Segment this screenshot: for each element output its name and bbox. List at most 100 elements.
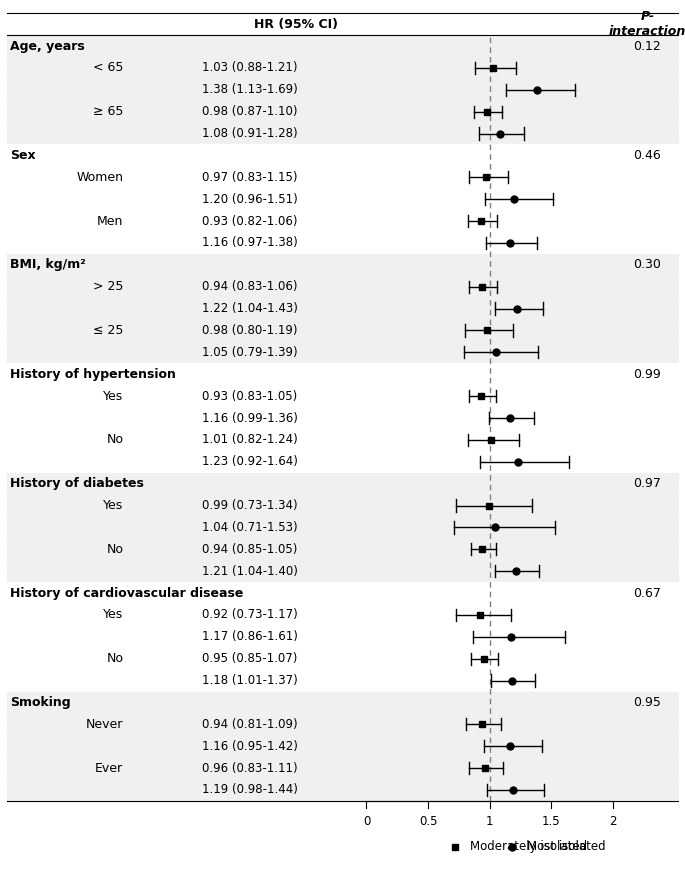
Text: No: No <box>106 543 123 556</box>
Bar <box>7 57 678 79</box>
Text: 1.23 (0.92-1.64): 1.23 (0.92-1.64) <box>202 455 298 468</box>
Text: Yes: Yes <box>103 608 123 621</box>
Text: ≥ 65: ≥ 65 <box>93 106 123 118</box>
Bar <box>7 363 678 385</box>
Text: 0.94 (0.81-1.09): 0.94 (0.81-1.09) <box>202 718 298 730</box>
Bar <box>7 670 678 692</box>
Text: 0.99: 0.99 <box>634 368 661 381</box>
Text: Men: Men <box>97 215 123 228</box>
Bar <box>7 757 678 779</box>
Bar <box>7 297 678 319</box>
Text: 1.5: 1.5 <box>542 815 561 828</box>
Text: 0.12: 0.12 <box>634 40 661 53</box>
Bar <box>7 736 678 757</box>
Bar <box>7 495 678 517</box>
Text: BMI, kg/m²: BMI, kg/m² <box>10 259 86 271</box>
Text: 0.94 (0.85-1.05): 0.94 (0.85-1.05) <box>202 543 297 556</box>
Bar <box>7 341 678 363</box>
Text: 0.97 (0.83-1.15): 0.97 (0.83-1.15) <box>202 171 297 184</box>
Text: 1.16 (0.95-1.42): 1.16 (0.95-1.42) <box>202 740 298 752</box>
Text: 0.5: 0.5 <box>419 815 438 828</box>
Text: No: No <box>106 433 123 446</box>
Bar <box>7 254 678 275</box>
Text: Never: Never <box>86 718 123 730</box>
Bar <box>7 692 678 714</box>
Text: 0.94 (0.83-1.06): 0.94 (0.83-1.06) <box>202 280 297 293</box>
Text: Age, years: Age, years <box>10 40 85 53</box>
Text: 0.93 (0.83-1.05): 0.93 (0.83-1.05) <box>202 390 297 403</box>
Bar <box>7 144 678 166</box>
Bar <box>7 35 678 57</box>
Bar <box>7 451 678 473</box>
Text: 0.67: 0.67 <box>634 587 661 599</box>
Text: 1.19 (0.98-1.44): 1.19 (0.98-1.44) <box>202 783 298 796</box>
Text: 0.98 (0.87-1.10): 0.98 (0.87-1.10) <box>202 106 297 118</box>
Text: 0.99 (0.73-1.34): 0.99 (0.73-1.34) <box>202 499 298 512</box>
Text: 1.04 (0.71-1.53): 1.04 (0.71-1.53) <box>202 521 298 534</box>
Text: 0.92 (0.73-1.17): 0.92 (0.73-1.17) <box>202 608 298 621</box>
Bar <box>7 385 678 407</box>
Text: 0.95: 0.95 <box>634 696 661 709</box>
Text: P-
interaction: P- interaction <box>609 11 685 38</box>
Bar <box>7 429 678 451</box>
Bar <box>7 319 678 341</box>
Bar <box>7 407 678 429</box>
Bar <box>7 779 678 801</box>
Bar <box>7 188 678 210</box>
Text: 0.97: 0.97 <box>634 477 661 490</box>
Text: > 25: > 25 <box>93 280 123 293</box>
Bar <box>7 648 678 670</box>
Text: 1.17 (0.86-1.61): 1.17 (0.86-1.61) <box>202 630 298 643</box>
Bar <box>7 539 678 561</box>
Text: 1.03 (0.88-1.21): 1.03 (0.88-1.21) <box>202 62 297 75</box>
Text: History of cardiovascular disease: History of cardiovascular disease <box>10 587 244 599</box>
Text: Sex: Sex <box>10 149 36 162</box>
Text: 1.38 (1.13-1.69): 1.38 (1.13-1.69) <box>202 84 298 96</box>
Text: 2: 2 <box>610 815 616 828</box>
Bar <box>7 473 678 495</box>
Text: 0.30: 0.30 <box>634 259 661 271</box>
Text: 1.05 (0.79-1.39): 1.05 (0.79-1.39) <box>202 346 298 359</box>
Text: 1.16 (0.99-1.36): 1.16 (0.99-1.36) <box>202 412 298 424</box>
Text: Moderately isolated: Moderately isolated <box>471 840 588 854</box>
Text: Most isolated: Most isolated <box>527 840 606 854</box>
Text: No: No <box>106 652 123 665</box>
Bar <box>7 714 678 736</box>
Text: 0: 0 <box>363 815 370 828</box>
Text: 0.98 (0.80-1.19): 0.98 (0.80-1.19) <box>202 324 297 337</box>
Text: 0.96 (0.83-1.11): 0.96 (0.83-1.11) <box>202 761 298 774</box>
Bar <box>7 604 678 626</box>
Bar <box>7 122 678 144</box>
Text: 1.08 (0.91-1.28): 1.08 (0.91-1.28) <box>202 127 298 140</box>
Text: 1: 1 <box>486 815 493 828</box>
Text: 0.95 (0.85-1.07): 0.95 (0.85-1.07) <box>202 652 297 665</box>
Bar <box>7 166 678 188</box>
Text: ≤ 25: ≤ 25 <box>93 324 123 337</box>
Bar <box>7 79 678 100</box>
Bar <box>7 626 678 648</box>
Bar <box>7 517 678 539</box>
Bar <box>7 100 678 122</box>
Text: 0.46: 0.46 <box>634 149 661 162</box>
Text: Women: Women <box>76 171 123 184</box>
Text: Smoking: Smoking <box>10 696 71 709</box>
Text: 0.93 (0.82-1.06): 0.93 (0.82-1.06) <box>202 215 297 228</box>
Text: Yes: Yes <box>103 390 123 403</box>
Bar <box>7 275 678 297</box>
Text: HR (95% CI): HR (95% CI) <box>254 18 338 31</box>
Text: Yes: Yes <box>103 499 123 512</box>
Text: 1.16 (0.97-1.38): 1.16 (0.97-1.38) <box>202 237 298 249</box>
Text: 1.20 (0.96-1.51): 1.20 (0.96-1.51) <box>202 193 298 206</box>
Text: 1.21 (1.04-1.40): 1.21 (1.04-1.40) <box>202 565 298 577</box>
Text: Ever: Ever <box>95 761 123 774</box>
Text: < 65: < 65 <box>93 62 123 75</box>
Text: 1.01 (0.82-1.24): 1.01 (0.82-1.24) <box>202 433 298 446</box>
Bar <box>7 561 678 582</box>
Bar <box>7 582 678 604</box>
Bar <box>7 210 678 232</box>
Text: 1.22 (1.04-1.43): 1.22 (1.04-1.43) <box>202 302 298 315</box>
Text: History of hypertension: History of hypertension <box>10 368 176 381</box>
Bar <box>7 232 678 254</box>
Text: 1.18 (1.01-1.37): 1.18 (1.01-1.37) <box>202 674 298 687</box>
Text: History of diabetes: History of diabetes <box>10 477 144 490</box>
